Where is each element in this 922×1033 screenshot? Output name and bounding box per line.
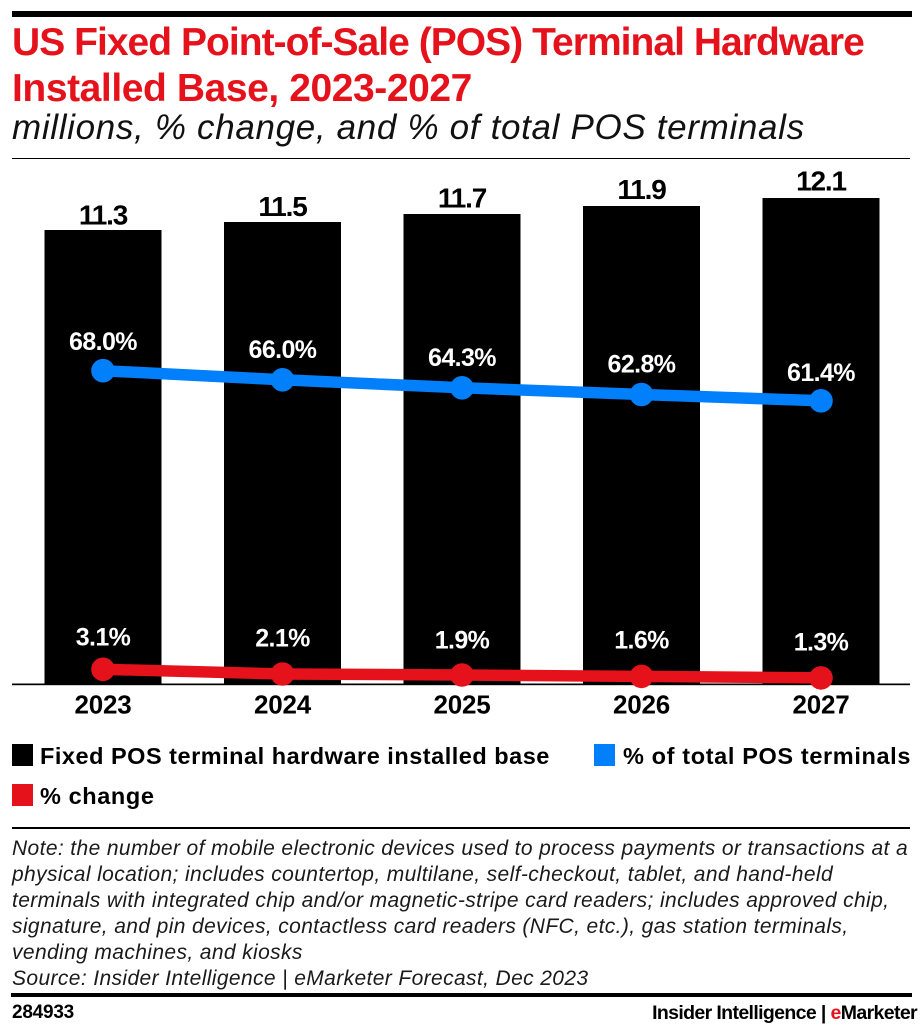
- svg-text:64.3%: 64.3%: [428, 344, 496, 372]
- svg-text:2024: 2024: [254, 690, 312, 720]
- svg-text:11.5: 11.5: [258, 191, 307, 222]
- svg-text:3.1%: 3.1%: [76, 623, 131, 651]
- svg-text:11.7: 11.7: [438, 183, 487, 214]
- svg-text:1.3%: 1.3%: [794, 628, 849, 656]
- svg-text:2027: 2027: [792, 690, 849, 720]
- svg-text:62.8%: 62.8%: [608, 351, 676, 379]
- svg-text:2023: 2023: [74, 690, 131, 720]
- svg-text:11.3: 11.3: [79, 200, 128, 231]
- svg-text:11.9: 11.9: [617, 174, 666, 205]
- svg-text:12.1: 12.1: [796, 166, 846, 197]
- svg-text:2026: 2026: [613, 690, 670, 720]
- svg-text:1.9%: 1.9%: [435, 627, 490, 655]
- svg-text:66.0%: 66.0%: [249, 336, 317, 364]
- svg-text:61.4%: 61.4%: [787, 359, 855, 387]
- svg-text:2.1%: 2.1%: [255, 625, 310, 653]
- svg-text:2025: 2025: [433, 690, 490, 720]
- svg-text:1.6%: 1.6%: [614, 627, 669, 655]
- svg-text:68.0%: 68.0%: [69, 328, 137, 356]
